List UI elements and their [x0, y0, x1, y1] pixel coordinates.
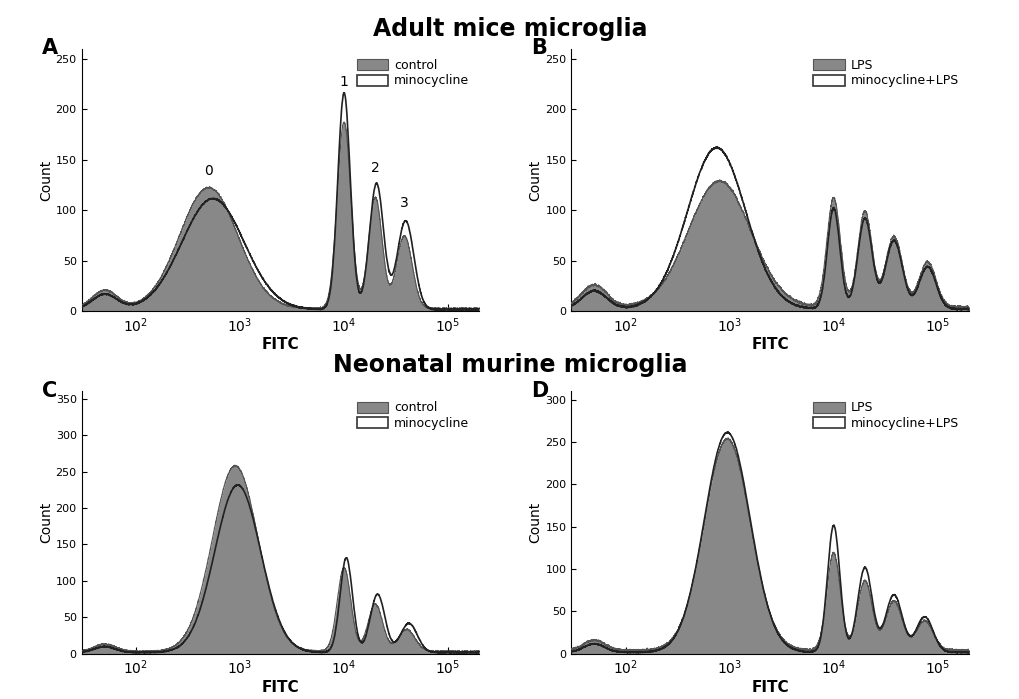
Y-axis label: Count: Count: [39, 159, 53, 201]
Legend: LPS, minocycline+LPS: LPS, minocycline+LPS: [809, 398, 962, 433]
X-axis label: FITC: FITC: [262, 680, 299, 695]
Text: 1: 1: [339, 75, 348, 89]
Text: Adult mice microglia: Adult mice microglia: [372, 17, 647, 41]
Text: C: C: [42, 381, 57, 401]
Text: D: D: [531, 381, 548, 401]
Text: 0: 0: [204, 164, 213, 178]
Text: B: B: [531, 38, 547, 59]
X-axis label: FITC: FITC: [262, 338, 299, 352]
Text: 3: 3: [399, 196, 409, 210]
Text: A: A: [42, 38, 58, 59]
Legend: control, minocycline: control, minocycline: [353, 398, 473, 433]
Text: Neonatal murine microglia: Neonatal murine microglia: [332, 353, 687, 377]
Legend: control, minocycline: control, minocycline: [353, 55, 473, 91]
Y-axis label: Count: Count: [528, 159, 542, 201]
X-axis label: FITC: FITC: [751, 338, 788, 352]
Y-axis label: Count: Count: [39, 502, 53, 543]
Legend: LPS, minocycline+LPS: LPS, minocycline+LPS: [809, 55, 962, 91]
Y-axis label: Count: Count: [528, 502, 542, 543]
Text: 2: 2: [371, 161, 379, 175]
X-axis label: FITC: FITC: [751, 680, 788, 695]
